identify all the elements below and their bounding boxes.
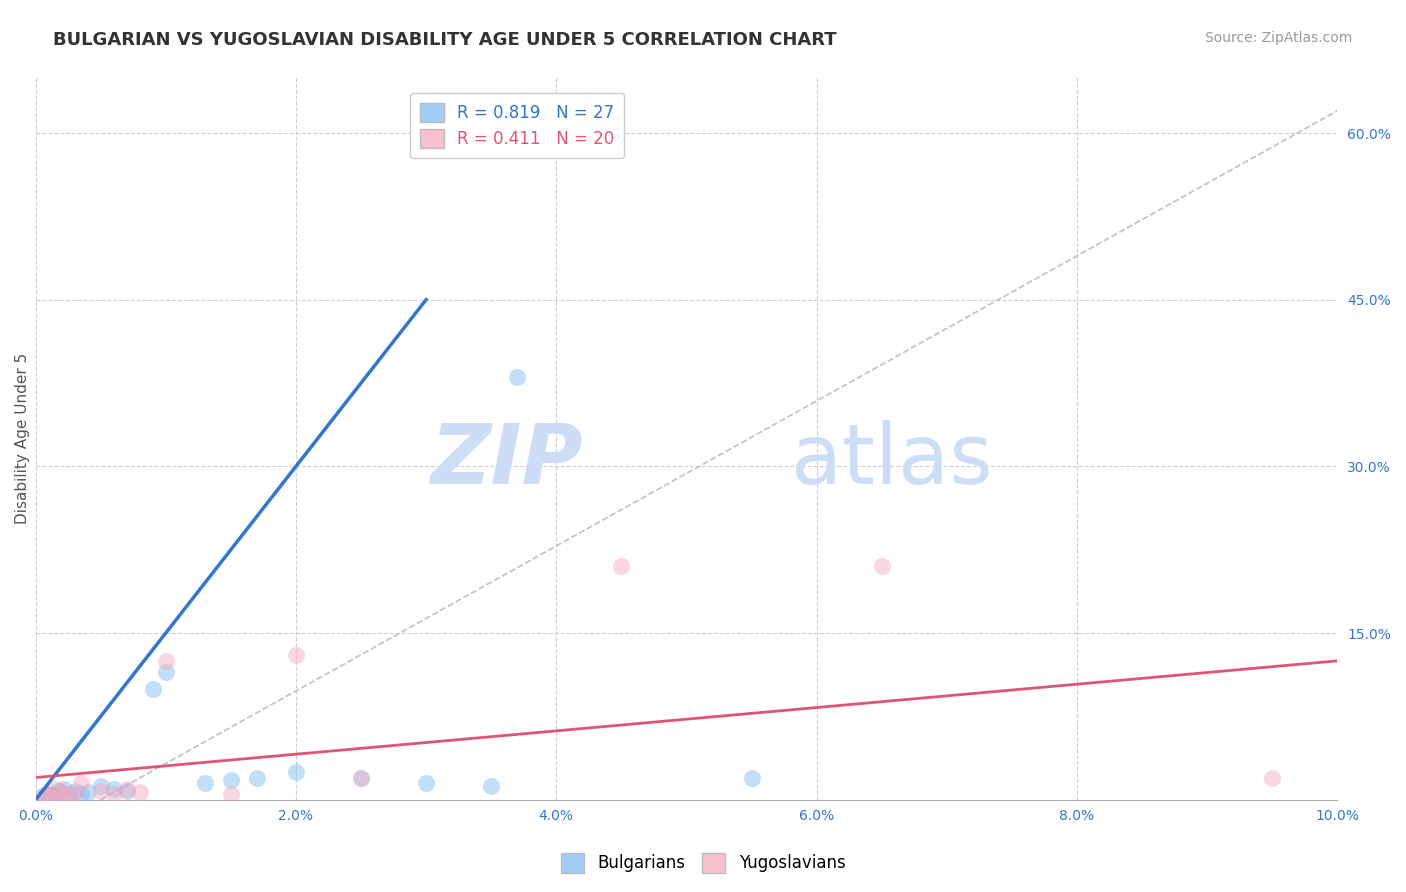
Point [155,654,177,668]
Point [246,771,269,785]
Point [90,780,112,794]
Point [870,559,893,574]
Y-axis label: Disability Age Under 5: Disability Age Under 5 [15,353,30,524]
Text: ZIP: ZIP [430,420,582,500]
Point [35,787,58,801]
Point [51,786,73,800]
Point [38,789,60,804]
Point [284,648,307,663]
Point [1261,771,1284,785]
Point [610,559,633,574]
Point [506,370,529,384]
Point [31,790,53,805]
Point [63,786,86,800]
Point [56,789,79,803]
Text: BULGARIAN VS YUGOSLAVIAN DISABILITY AGE UNDER 5 CORRELATION CHART: BULGARIAN VS YUGOSLAVIAN DISABILITY AGE … [53,31,837,49]
Point [44,787,66,801]
Point [350,771,373,785]
Point [128,785,150,799]
Point [103,787,125,801]
Point [34,790,56,805]
Point [90,784,112,798]
Point [350,771,373,785]
Point [70,776,93,790]
Point [76,785,98,799]
Point [155,665,177,679]
Point [115,781,138,796]
Point [284,764,307,779]
Point [39,789,62,804]
Point [51,784,73,798]
Point [53,781,76,796]
Point [44,781,66,796]
Text: atlas: atlas [790,420,993,500]
Legend: Bulgarians, Yugoslavians: Bulgarians, Yugoslavians [554,847,852,880]
Point [46,784,69,798]
Point [37,789,59,803]
Text: Source: ZipAtlas.com: Source: ZipAtlas.com [1205,31,1353,45]
Legend: R = 0.819   N = 27, R = 0.411   N = 20: R = 0.819 N = 27, R = 0.411 N = 20 [411,93,624,158]
Point [219,772,242,787]
Point [219,787,242,801]
Point [115,784,138,798]
Point [194,776,217,790]
Point [70,787,93,801]
Point [63,784,86,798]
Point [56,789,79,803]
Point [415,776,437,790]
Point [38,787,60,801]
Point [741,771,763,785]
Point [31,789,53,804]
Point [142,681,165,696]
Point [479,780,502,794]
Point [103,781,125,796]
Point [48,787,70,801]
